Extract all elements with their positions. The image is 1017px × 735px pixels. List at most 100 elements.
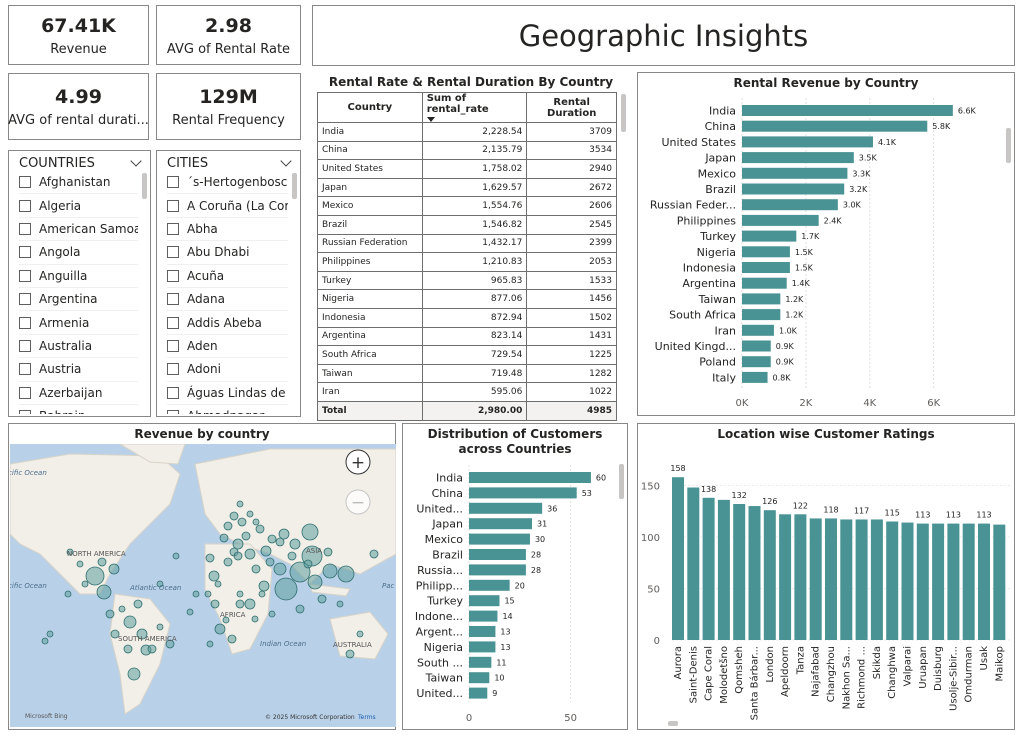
map-bubble[interactable] — [251, 564, 261, 574]
map-bubble[interactable] — [268, 610, 276, 618]
map-bubble[interactable] — [301, 523, 319, 541]
bar[interactable] — [742, 120, 928, 132]
checkbox[interactable] — [19, 316, 31, 329]
bar[interactable] — [742, 262, 790, 273]
chevron-down-icon[interactable] — [130, 155, 142, 167]
checkbox[interactable] — [19, 410, 31, 414]
bar[interactable] — [742, 230, 797, 242]
checkbox[interactable] — [167, 339, 179, 352]
table-row[interactable]: Taiwan 719.48 1282 — [317, 363, 617, 384]
bar[interactable] — [742, 136, 873, 148]
map-bubble[interactable] — [303, 559, 313, 569]
map-bubble[interactable] — [208, 570, 220, 582]
map-bubble[interactable] — [118, 605, 126, 613]
map-bubble[interactable] — [265, 557, 275, 567]
map-bubble[interactable] — [85, 566, 105, 586]
ratings-horizontal-scrollbar[interactable] — [668, 721, 678, 726]
map-bubble[interactable] — [356, 630, 364, 638]
map-bubble[interactable] — [227, 634, 237, 644]
table-row[interactable]: Iran 595.06 1022 — [317, 382, 617, 402]
table-row[interactable]: Philippines 1,210.83 2053 — [317, 252, 617, 272]
bar[interactable] — [809, 518, 822, 640]
checkbox[interactable] — [19, 222, 31, 235]
map-bubble[interactable] — [323, 547, 333, 557]
bar[interactable] — [779, 514, 792, 640]
bar[interactable] — [742, 246, 790, 258]
checkbox[interactable] — [167, 316, 179, 329]
map-bubble[interactable] — [267, 534, 277, 544]
city-item[interactable]: Addis Abeba — [167, 311, 288, 335]
table-row[interactable]: South Africa 729.54 1225 — [317, 345, 617, 365]
bar[interactable] — [742, 309, 781, 321]
bar[interactable] — [947, 523, 960, 640]
bar[interactable] — [469, 487, 577, 499]
bar[interactable] — [742, 105, 953, 116]
checkbox[interactable] — [167, 410, 179, 414]
map-bubble[interactable] — [108, 563, 120, 575]
city-item[interactable]: Ahmadnagar — [167, 405, 288, 414]
bar[interactable] — [702, 497, 715, 640]
map-bubble[interactable] — [233, 551, 243, 561]
bar[interactable] — [742, 277, 787, 289]
bar[interactable] — [469, 610, 498, 622]
countries-slicer[interactable]: COUNTRIES Afghanistan Algeria American Sam… — [8, 150, 151, 417]
map-bubble[interactable] — [289, 538, 301, 550]
bar[interactable] — [855, 519, 868, 640]
bar[interactable] — [687, 487, 700, 640]
bar[interactable] — [742, 324, 774, 336]
map-bubble[interactable] — [235, 599, 245, 609]
bar[interactable] — [469, 656, 492, 668]
bar[interactable] — [469, 549, 526, 560]
map-bubble[interactable] — [210, 599, 220, 609]
table-row[interactable]: Turkey 965.83 1533 — [317, 270, 617, 291]
map-bubble[interactable] — [244, 598, 256, 610]
map-bubble[interactable] — [369, 549, 379, 559]
map-bubble[interactable] — [336, 600, 344, 608]
country-item[interactable]: American Samoa — [19, 218, 138, 242]
country-item[interactable]: Angola — [19, 241, 138, 265]
col-rental-duration-header[interactable]: Rental Duration — [526, 92, 617, 123]
map-bubble[interactable] — [105, 609, 115, 619]
map-bubble[interactable] — [223, 557, 233, 567]
checkbox[interactable] — [19, 293, 31, 306]
map-bubble[interactable] — [236, 590, 244, 598]
city-item[interactable]: Adana — [167, 288, 288, 312]
map-bubble[interactable] — [123, 615, 137, 629]
map-bubble[interactable] — [206, 640, 214, 648]
map-bubble[interactable] — [172, 552, 180, 560]
map-bubble[interactable] — [287, 551, 297, 561]
checkbox[interactable] — [167, 222, 179, 235]
bar[interactable] — [742, 340, 771, 352]
city-item[interactable]: ´s-Hertogenbosch — [167, 171, 288, 195]
world-map[interactable]: NORTH AMERICA SOUTH AMERICA ASIA AFRICA … — [10, 444, 396, 727]
bar[interactable] — [469, 595, 500, 607]
map-bubble[interactable] — [46, 630, 54, 638]
map-bubble[interactable] — [136, 628, 148, 640]
checkbox[interactable] — [167, 246, 179, 259]
map-bubble[interactable] — [64, 590, 72, 598]
map-bubble[interactable] — [204, 590, 212, 598]
map-bubble[interactable] — [295, 604, 305, 614]
customers-chart-scrollbar[interactable] — [619, 464, 624, 499]
cities-slicer[interactable]: CITIES ´s-Hertogenbosch A Coruña (La Coru… — [156, 150, 301, 417]
map-bubble[interactable] — [156, 623, 164, 631]
map-bubble[interactable] — [156, 580, 164, 588]
bar[interactable] — [469, 472, 591, 483]
map-bubble[interactable] — [258, 590, 266, 598]
city-item[interactable]: Aden — [167, 335, 288, 359]
map-bubble[interactable] — [260, 545, 272, 557]
map-bubble[interactable] — [76, 560, 84, 568]
map-bubble[interactable] — [192, 590, 200, 598]
map-bubble[interactable] — [205, 553, 215, 563]
bar[interactable] — [469, 564, 526, 576]
table-row[interactable]: Mexico 1,554.76 2606 — [317, 196, 617, 216]
map-bubble[interactable] — [41, 637, 49, 645]
bar[interactable] — [916, 523, 929, 640]
table-row[interactable]: India 2,228.54 3709 — [317, 122, 617, 142]
bar[interactable] — [748, 506, 761, 640]
map-bubble[interactable] — [219, 533, 229, 543]
city-item[interactable]: Águas Lindas de G... — [167, 382, 288, 405]
bar[interactable] — [742, 167, 848, 179]
table-row[interactable]: United States 1,758.02 2940 — [317, 159, 617, 179]
city-item[interactable]: Abu Dhabi — [167, 241, 288, 265]
